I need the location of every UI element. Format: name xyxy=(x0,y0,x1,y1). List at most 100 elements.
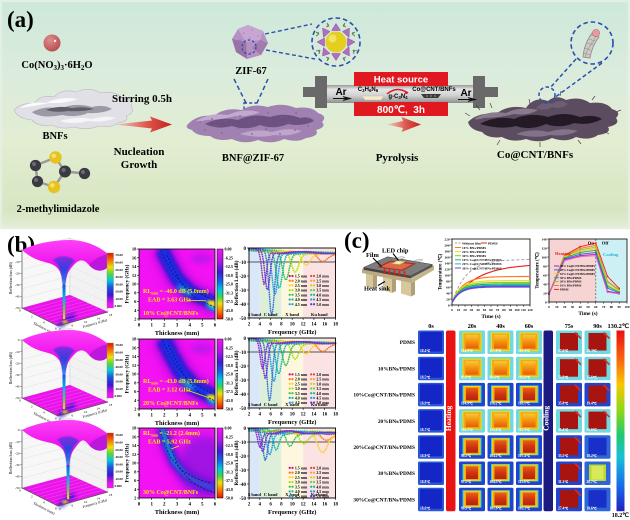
svg-text:2: 2 xyxy=(59,507,61,511)
svg-text:114.9℃: 114.9℃ xyxy=(461,401,474,406)
svg-text:Ar: Ar xyxy=(335,87,346,98)
svg-text:18: 18 xyxy=(109,313,113,317)
svg-text:103.6℃: 103.6℃ xyxy=(518,374,531,379)
svg-text:98.6℃: 98.6℃ xyxy=(490,374,501,379)
svg-text:5: 5 xyxy=(201,324,204,329)
svg-text:4.5 mm: 4.5 mm xyxy=(295,401,308,405)
svg-text:Heating: Heating xyxy=(555,251,571,256)
svg-text:14: 14 xyxy=(311,413,317,418)
svg-text:80: 80 xyxy=(610,305,614,309)
svg-text:-10: -10 xyxy=(239,351,246,356)
svg-text:-70.00: -70.00 xyxy=(115,433,124,437)
svg-text:18.6℃: 18.6℃ xyxy=(420,505,431,510)
svg-text:0: 0 xyxy=(244,427,247,432)
svg-text:4: 4 xyxy=(188,414,191,419)
svg-text:Frequency (GHz): Frequency (GHz) xyxy=(82,408,108,419)
svg-text:115.3℃: 115.3℃ xyxy=(518,427,531,432)
svg-text:16: 16 xyxy=(132,345,137,350)
svg-text:-60.00: -60.00 xyxy=(115,441,124,445)
svg-text:-50.0: -50.0 xyxy=(225,496,233,501)
svg-text:6: 6 xyxy=(134,299,137,304)
svg-text:Thickness (mm): Thickness (mm) xyxy=(155,420,200,427)
svg-text:-10: -10 xyxy=(15,350,20,354)
svg-text:14: 14 xyxy=(97,497,101,501)
svg-text:90: 90 xyxy=(509,308,513,312)
svg-text:0: 0 xyxy=(18,428,20,432)
svg-text:6: 6 xyxy=(55,417,57,421)
svg-text:10% Co@CNT/BNs/PDMS: 10% Co@CNT/BNs/PDMS xyxy=(560,272,595,276)
svg-text:10: 10 xyxy=(555,305,559,309)
svg-text:40: 40 xyxy=(476,308,480,312)
svg-text:25.6℃: 25.6℃ xyxy=(587,427,598,432)
svg-text:4.0 mm: 4.0 mm xyxy=(316,293,329,297)
svg-text:114.8℃: 114.8℃ xyxy=(461,348,474,353)
svg-text:16: 16 xyxy=(132,255,137,260)
svg-text:-40: -40 xyxy=(15,385,20,389)
svg-text:30% BNs/PDMS: 30% BNs/PDMS xyxy=(560,276,582,280)
svg-text:RLmin = -46.0 dB (5.0mm): RLmin = -46.0 dB (5.0mm) xyxy=(143,288,209,296)
svg-text:Co@CNT/BNFs: Co@CNT/BNFs xyxy=(497,149,574,161)
svg-text:Reflection loss (dB): Reflection loss (dB) xyxy=(8,261,13,294)
svg-text:6: 6 xyxy=(55,327,57,331)
svg-text:Heat source: Heat source xyxy=(374,75,428,86)
svg-text:EAB = 3.12 GHz: EAB = 3.12 GHz xyxy=(148,388,191,394)
svg-text:100: 100 xyxy=(541,255,547,259)
svg-text:-20.00: -20.00 xyxy=(115,380,124,384)
svg-text:4: 4 xyxy=(43,411,45,415)
svg-text:-10: -10 xyxy=(15,440,20,444)
svg-text:-50.0: -50.0 xyxy=(225,317,233,322)
svg-text:10: 10 xyxy=(290,413,296,418)
svg-text:Temperature (℃): Temperature (℃) xyxy=(437,253,444,290)
svg-text:4.5 mm: 4.5 mm xyxy=(316,397,329,401)
svg-text:(a): (a) xyxy=(7,7,34,32)
svg-text:2.5 mm: 2.5 mm xyxy=(316,378,329,382)
svg-text:1: 1 xyxy=(150,414,153,419)
svg-text:-6.25: -6.25 xyxy=(225,434,233,439)
svg-text:50: 50 xyxy=(483,308,487,312)
svg-text:-43.8: -43.8 xyxy=(225,398,233,403)
svg-text:14: 14 xyxy=(97,317,101,321)
svg-text:18.4℃: 18.4℃ xyxy=(420,348,431,353)
svg-text:20%Co@CNT/BNs/PDMS: 20%Co@CNT/BNs/PDMS xyxy=(353,445,415,451)
svg-text:130.2℃: 130.2℃ xyxy=(607,323,629,330)
svg-text:70: 70 xyxy=(496,308,500,312)
svg-text:119.3℃: 119.3℃ xyxy=(518,348,531,353)
svg-text:0: 0 xyxy=(244,247,247,252)
svg-text:LED chip: LED chip xyxy=(382,248,409,255)
svg-text:10: 10 xyxy=(132,372,137,377)
svg-text:Frequency (GHz): Frequency (GHz) xyxy=(268,329,316,336)
svg-text:30% Co@CNT/BNs/PDMS: 30% Co@CNT/BNs/PDMS xyxy=(462,266,502,270)
svg-text:12: 12 xyxy=(132,273,137,278)
svg-text:6: 6 xyxy=(269,323,272,328)
svg-text:2: 2 xyxy=(163,414,166,419)
svg-text:90.9℃: 90.9℃ xyxy=(461,505,472,510)
svg-text:2.0 mm: 2.0 mm xyxy=(295,279,308,283)
svg-text:-30.00: -30.00 xyxy=(115,462,124,466)
svg-text:-31.3: -31.3 xyxy=(225,469,233,474)
svg-text:0: 0 xyxy=(19,399,21,403)
svg-text:30% BNs/PDMS: 30% BNs/PDMS xyxy=(462,254,486,258)
svg-text:20% BNs/PDMS: 20% BNs/PDMS xyxy=(560,280,582,284)
svg-text:-40.00: -40.00 xyxy=(115,365,124,369)
svg-text:30%Co@CNT/BNs/PDMS: 30%Co@CNT/BNs/PDMS xyxy=(353,497,415,503)
svg-text:0: 0 xyxy=(548,305,550,309)
svg-text:12: 12 xyxy=(301,413,307,418)
svg-text:40s: 40s xyxy=(496,323,505,330)
svg-text:111.6℃: 111.6℃ xyxy=(518,479,531,484)
svg-text:10: 10 xyxy=(290,503,296,508)
svg-text:4: 4 xyxy=(188,324,191,329)
svg-text:103.1℃: 103.1℃ xyxy=(518,505,531,510)
svg-text:g-C3N4: g-C3N4 xyxy=(388,94,408,100)
svg-text:PDMS: PDMS xyxy=(488,241,498,245)
svg-text:18.9℃: 18.9℃ xyxy=(420,401,431,406)
svg-text:-25.0: -25.0 xyxy=(225,461,233,466)
svg-text:5: 5 xyxy=(201,503,204,508)
svg-text:98.5℃: 98.5℃ xyxy=(461,453,472,458)
svg-text:10: 10 xyxy=(132,282,137,287)
svg-text:40: 40 xyxy=(579,305,583,309)
svg-text:8: 8 xyxy=(134,469,137,474)
svg-text:10% Co@CNT/BNFs: 10% Co@CNT/BNFs xyxy=(143,311,199,317)
svg-text:10: 10 xyxy=(84,410,88,414)
svg-text:-10: -10 xyxy=(15,260,20,264)
svg-text:EAB = 3.63 GHz: EAB = 3.63 GHz xyxy=(148,298,191,304)
